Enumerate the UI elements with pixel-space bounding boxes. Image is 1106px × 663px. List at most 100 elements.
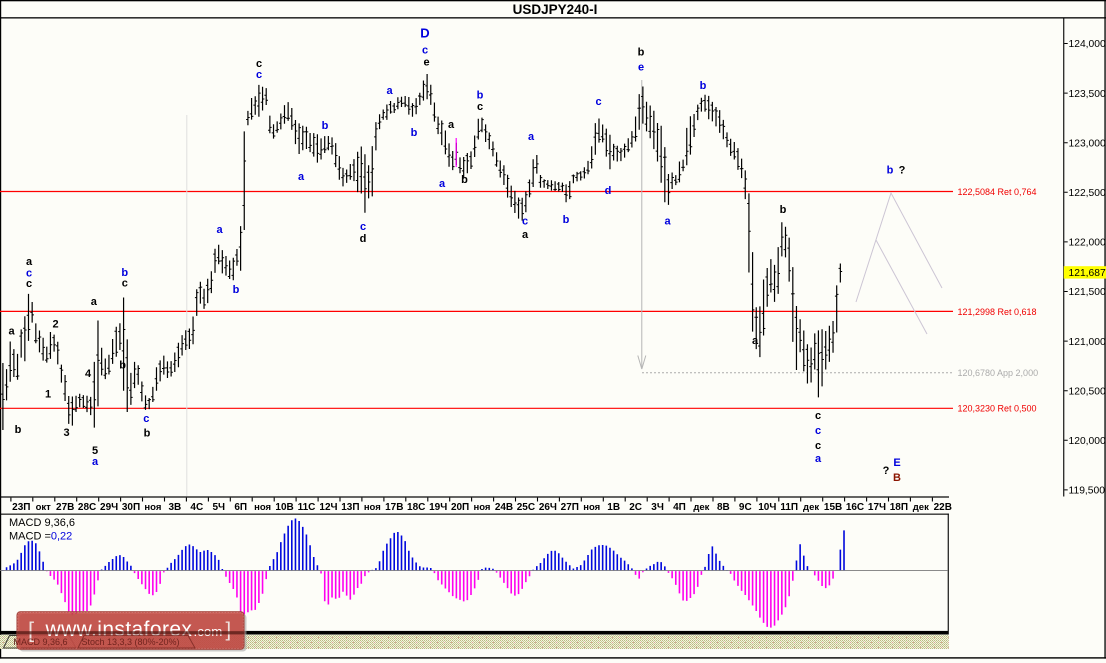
svg-text:119,500: 119,500 (1069, 486, 1106, 497)
svg-text:a: a (91, 296, 98, 308)
svg-text:c: c (26, 278, 32, 290)
svg-text:a: a (9, 326, 16, 338)
svg-text:ноя: ноя (254, 502, 271, 513)
svg-text:USDJPY240-I: USDJPY240-I (513, 2, 598, 17)
svg-text:a: a (386, 85, 393, 97)
svg-text:a: a (26, 256, 33, 268)
svg-text:окт: окт (36, 502, 52, 513)
svg-text:a: a (92, 456, 99, 468)
svg-text:ноя: ноя (474, 502, 491, 513)
svg-text:120,500: 120,500 (1069, 386, 1106, 397)
svg-text:120,6780 App 2,000: 120,6780 App 2,000 (958, 368, 1039, 378)
svg-text:a: a (665, 216, 672, 228)
svg-text:8В: 8В (717, 502, 730, 513)
svg-text:121,687: 121,687 (1069, 268, 1106, 279)
svg-text:120,3230 Ret 0,500: 120,3230 Ret 0,500 (958, 404, 1037, 414)
svg-text:MACD 9,36,6: MACD 9,36,6 (9, 517, 75, 529)
svg-text:26Ч: 26Ч (539, 502, 557, 513)
svg-text:11П: 11П (780, 502, 798, 513)
svg-text:b: b (477, 89, 484, 101)
svg-text:ноя: ноя (583, 502, 600, 513)
svg-text:a: a (522, 229, 529, 241)
svg-text:c: c (815, 410, 821, 422)
svg-text:c: c (522, 216, 528, 228)
svg-text:28С: 28С (78, 502, 96, 513)
svg-text:25С: 25С (517, 502, 535, 513)
svg-text:c: c (477, 101, 483, 113)
svg-text:4: 4 (85, 368, 92, 380)
svg-text:17В: 17В (385, 502, 403, 513)
svg-text:122,000: 122,000 (1069, 238, 1106, 249)
svg-text:c: c (422, 44, 428, 56)
svg-text:10Ч: 10Ч (758, 502, 776, 513)
svg-text:122,500: 122,500 (1069, 188, 1106, 199)
svg-text:120,000: 120,000 (1069, 436, 1106, 447)
svg-text:24В: 24В (495, 502, 513, 513)
svg-text:a: a (448, 119, 455, 131)
svg-text:27В: 27В (56, 502, 74, 513)
svg-text:a: a (439, 178, 446, 190)
svg-text:?: ? (899, 164, 906, 176)
svg-text:c: c (143, 413, 149, 425)
svg-text:d: d (360, 233, 367, 245)
svg-text:a: a (528, 131, 535, 143)
svg-text:12Ч: 12Ч (319, 502, 337, 513)
svg-text:b: b (638, 46, 645, 58)
svg-text:11С: 11С (298, 502, 316, 513)
svg-text:4С: 4С (190, 502, 203, 513)
svg-text:d: d (605, 185, 612, 197)
svg-text:5Ч: 5Ч (213, 502, 226, 513)
svg-text:b: b (700, 80, 707, 92)
svg-text:15В: 15В (824, 502, 842, 513)
svg-text:3: 3 (63, 427, 69, 439)
svg-text:c: c (815, 440, 821, 452)
svg-text:29Ч: 29Ч (100, 502, 118, 513)
svg-text:ноя: ноя (144, 502, 161, 513)
svg-text:9С: 9С (739, 502, 752, 513)
svg-text:19Ч: 19Ч (429, 502, 447, 513)
svg-text:10В: 10В (275, 502, 293, 513)
svg-text:b: b (144, 427, 151, 439)
svg-text:1: 1 (45, 388, 51, 400)
svg-text:18С: 18С (407, 502, 425, 513)
svg-text:Stoch 13,3,3 (80%-20%): Stoch 13,3,3 (80%-20%) (82, 637, 180, 647)
svg-text:c: c (256, 58, 262, 70)
svg-text:30П: 30П (122, 502, 140, 513)
svg-text:3В: 3В (169, 502, 182, 513)
svg-text:дек: дек (913, 502, 929, 513)
svg-text:1В: 1В (607, 502, 620, 513)
svg-text:b: b (887, 164, 894, 176)
svg-text:a: a (217, 224, 224, 236)
svg-text:3Ч: 3Ч (651, 502, 664, 513)
svg-text:e: e (638, 61, 644, 73)
svg-text:b: b (121, 267, 128, 279)
svg-text:a: a (815, 453, 822, 465)
svg-text:6П: 6П (234, 502, 247, 513)
svg-text:D: D (420, 26, 429, 41)
svg-text:5: 5 (92, 445, 98, 457)
svg-text:2: 2 (52, 319, 58, 331)
svg-text:b: b (233, 284, 240, 296)
svg-text:121,500: 121,500 (1069, 287, 1106, 298)
svg-text:b: b (780, 204, 787, 216)
svg-text:121,2998 Ret 0,618: 121,2998 Ret 0,618 (958, 307, 1037, 317)
svg-text:[: [ (28, 618, 34, 643)
svg-text:MACD =0,22: MACD =0,22 (9, 531, 72, 543)
svg-text:123,000: 123,000 (1069, 138, 1106, 149)
svg-text:c: c (26, 268, 32, 280)
svg-text:b: b (411, 127, 418, 139)
svg-text:c: c (815, 425, 821, 437)
svg-text:a: a (752, 335, 759, 347)
svg-text:c: c (596, 96, 602, 108)
svg-text:13П: 13П (341, 502, 359, 513)
svg-text:?: ? (883, 465, 890, 477)
svg-text:a: a (298, 171, 305, 183)
svg-text:b: b (15, 424, 22, 436)
svg-text:e: e (423, 56, 429, 68)
svg-text:27П: 27П (561, 502, 579, 513)
svg-text:c: c (122, 278, 128, 290)
svg-text:23П: 23П (12, 502, 30, 513)
svg-text:18П: 18П (890, 502, 908, 513)
svg-text:b: b (461, 174, 468, 186)
svg-text:]: ] (226, 620, 232, 642)
